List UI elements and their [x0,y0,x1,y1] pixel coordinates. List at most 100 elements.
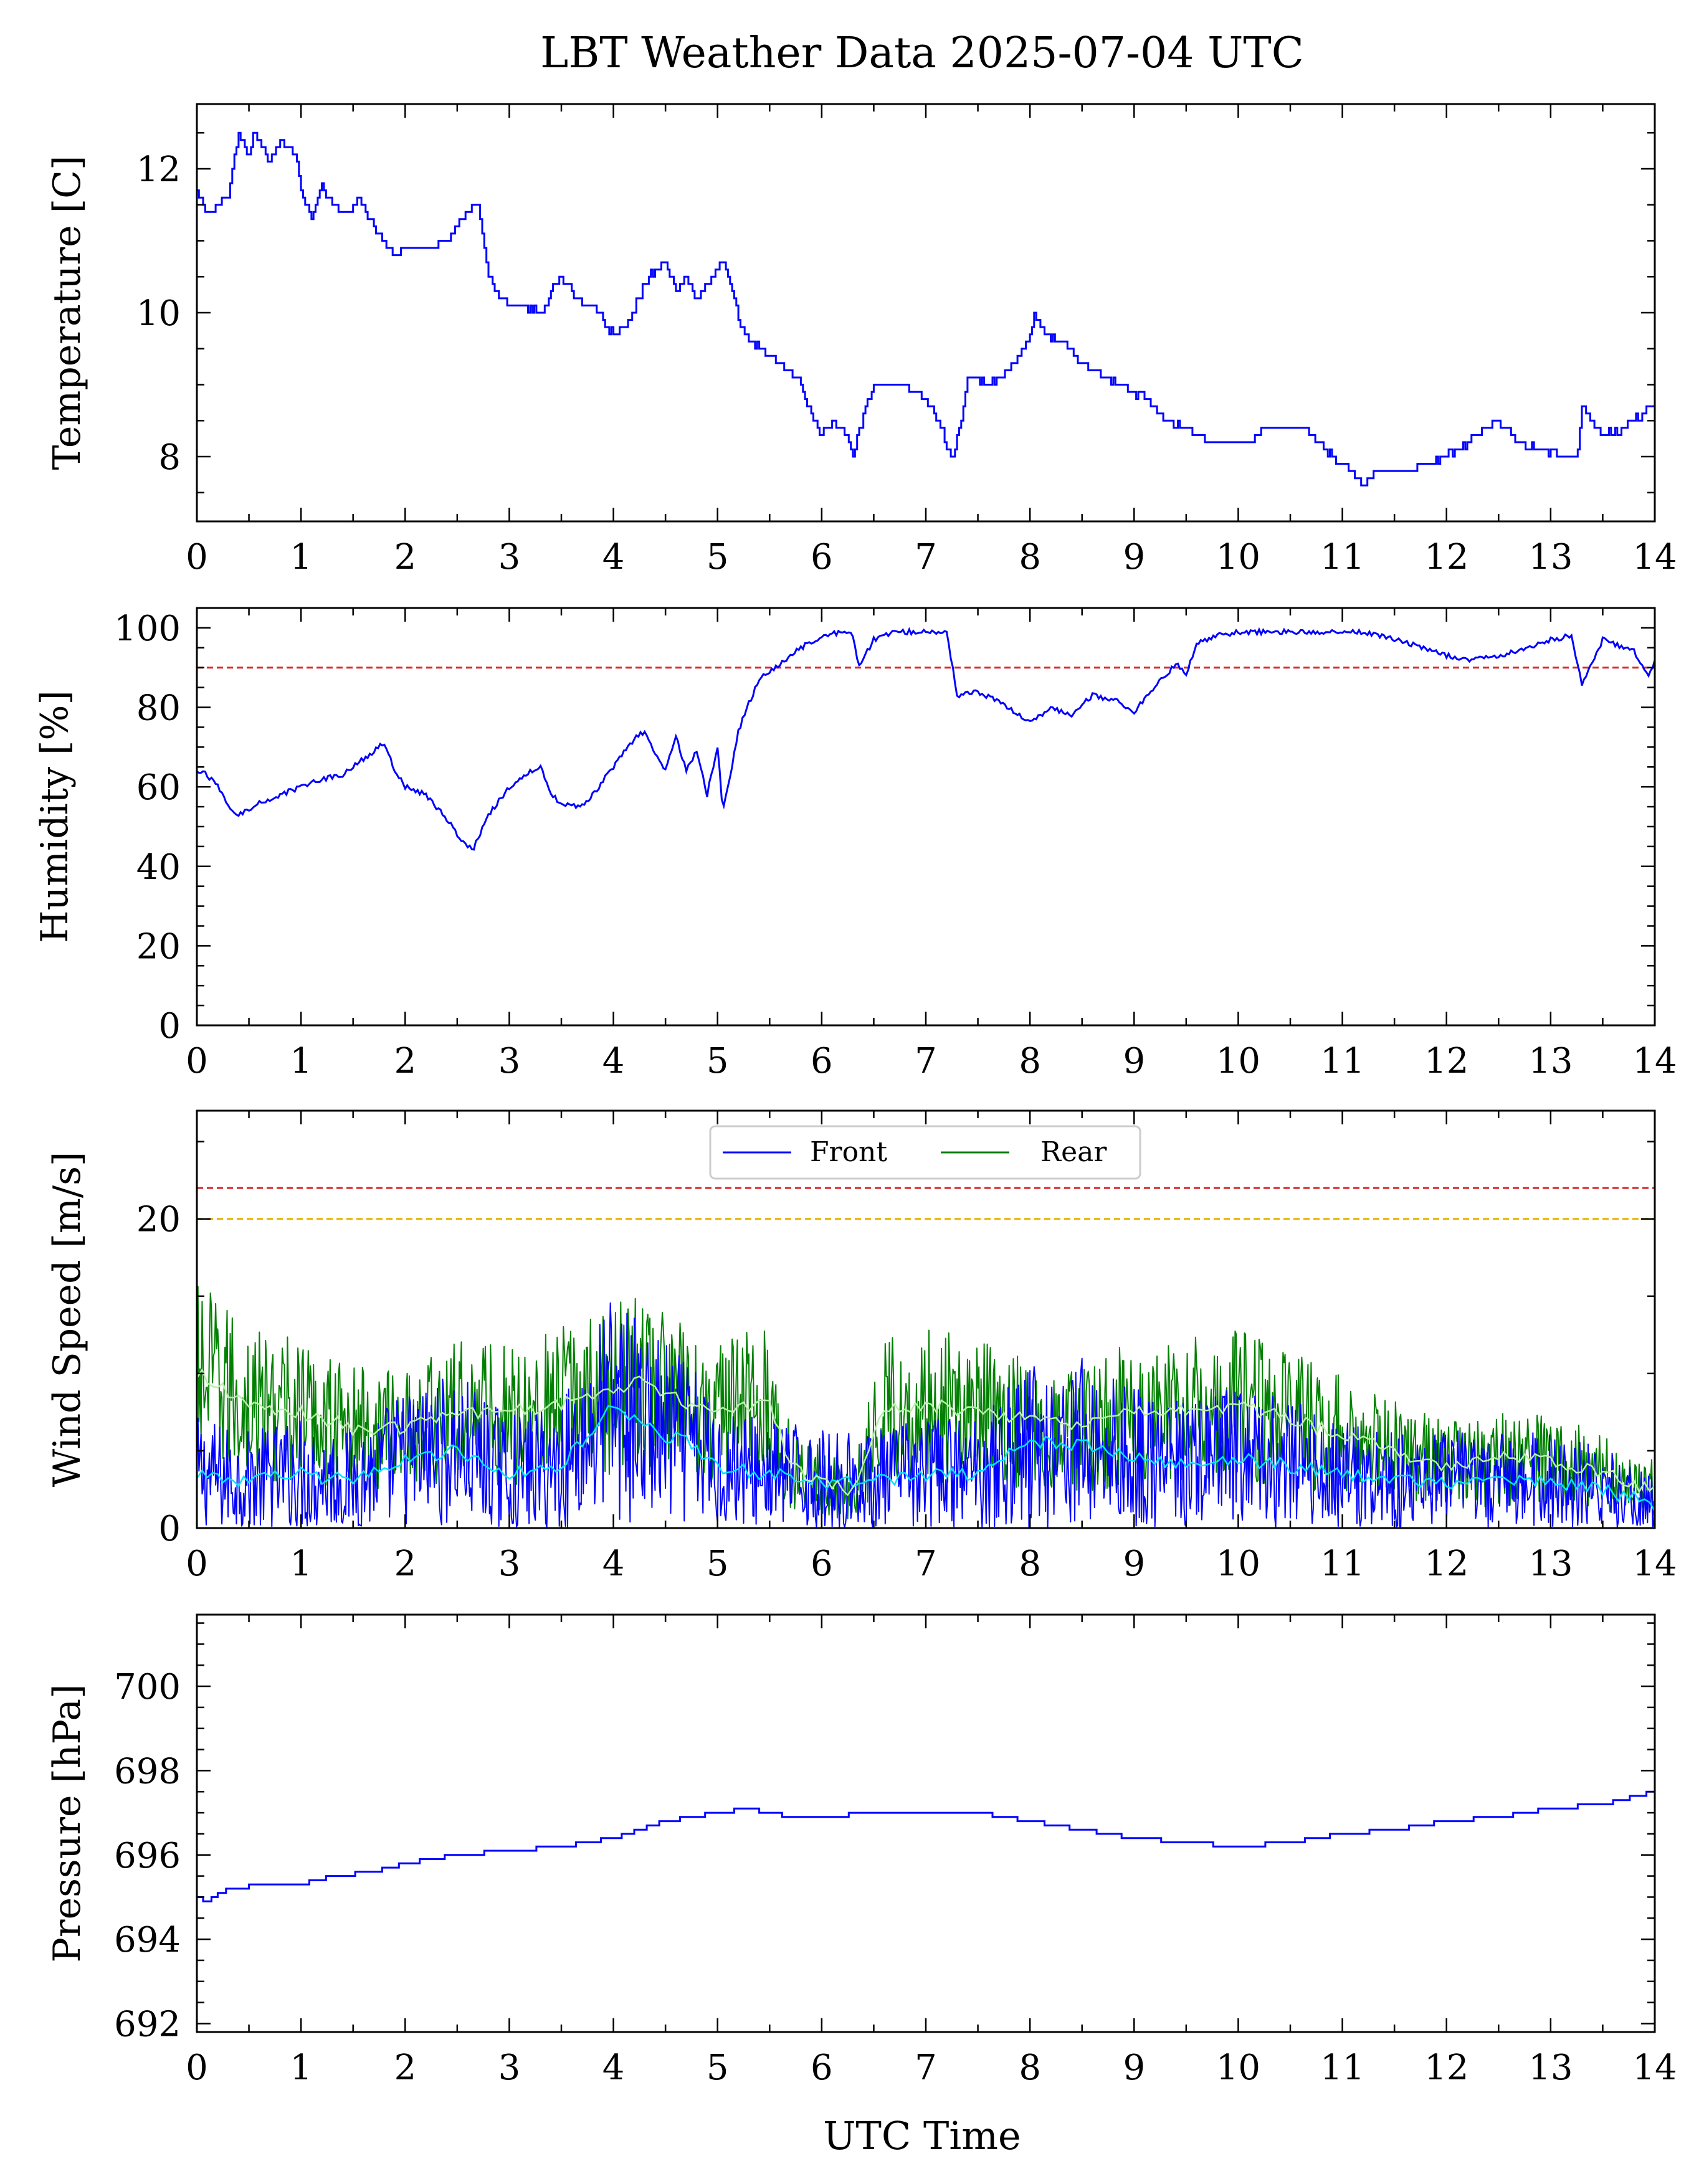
y-tick-label: 100 [114,609,181,649]
y-axis-title: Wind Speed [m/s] [45,1152,89,1488]
x-tick-label: 2 [394,1041,416,1081]
x-tick-label: 10 [1216,2048,1260,2088]
x-tick-label: 5 [707,2048,729,2088]
legend-label: Front [810,1136,887,1168]
x-tick-label: 12 [1424,537,1468,577]
y-axis-title: Pressure [hPa] [45,1684,89,1963]
x-axis-title: UTC Time [823,2113,1021,2158]
x-tick-label: 1 [290,1041,312,1081]
x-tick-label: 3 [498,1041,521,1081]
x-tick-label: 11 [1320,1041,1364,1081]
y-axis-title: Humidity [%] [33,690,77,943]
y-tick-label: 20 [136,926,181,967]
x-tick-label: 10 [1216,1544,1260,1584]
axes-frame [196,1613,1656,2033]
y-tick-label: 0 [158,1006,181,1047]
y-tick-label: 694 [114,1920,181,1960]
x-tick-label: 4 [602,1041,625,1081]
x-tick-label: 2 [394,1544,416,1584]
x-tick-label: 13 [1528,1041,1573,1081]
y-tick-label: 0 [158,1509,181,1549]
x-tick-label: 3 [498,2048,521,2088]
x-tick-label: 8 [1019,2048,1041,2088]
figure-title: LBT Weather Data 2025-07-04 UTC [540,29,1304,78]
x-tick-label: 3 [498,537,521,577]
panel-3: 0 1 2 3 4 5 6 7 8 9 10 11 12 13 14692694696698700Press… [45,1613,1677,2088]
wind-front-smooth-line [197,1405,1655,1512]
series-group [197,1286,1655,1528]
series-line [197,1790,1655,1902]
y-tick-label: 8 [158,437,181,478]
y-tick-label: 40 [136,847,181,888]
x-tick-label: 9 [1123,1544,1145,1584]
series-line [197,131,1655,487]
legend: Front Rear [709,1125,1141,1180]
x-tick-label: 0 [186,1544,208,1584]
wind-front-raw-line [197,1302,1655,1528]
panel-1: 0 1 2 3 4 5 6 7 8 9 10 11 12 13 14020406080100Humidity… [33,607,1677,1081]
x-tick-label: 11 [1320,2048,1364,2088]
series-group [197,627,1655,851]
x-tick-label: 2 [394,2048,416,2088]
x-tick-label: 2 [394,537,416,577]
x-tick-label: 6 [811,1544,833,1584]
x-tick-label: 5 [707,1041,729,1081]
legend-label: Rear [1040,1136,1107,1168]
legend-box [709,1125,1141,1180]
y-tick-label: 20 [136,1200,181,1240]
x-tick-label: 14 [1632,1544,1677,1584]
y-tick-label: 60 [136,767,181,808]
x-tick-label: 12 [1424,1544,1468,1584]
x-tick-label: 14 [1632,537,1677,577]
y-tick-label: 80 [136,688,181,729]
x-tick-label: 5 [707,537,729,577]
y-tick-label: 12 [136,150,181,190]
x-tick-label: 9 [1123,537,1145,577]
x-tick-label: 0 [186,537,208,577]
x-tick-label: 9 [1123,2048,1145,2088]
x-tick-label: 7 [915,537,937,577]
x-tick-label: 6 [811,2048,833,2088]
x-tick-label: 1 [290,537,312,577]
x-tick-label: 3 [498,1544,521,1584]
x-tick-label: 8 [1019,537,1041,577]
y-tick-label: 700 [114,1667,181,1707]
series-group [197,1790,1655,1902]
x-tick-label: 9 [1123,1041,1145,1081]
x-tick-label: 7 [915,2048,937,2088]
y-tick-label: 692 [114,2004,181,2044]
x-tick-label: 4 [602,1544,625,1584]
x-tick-label: 7 [915,1544,937,1584]
wind-rear-smooth-line [197,1368,1655,1496]
x-tick-label: 13 [1528,2048,1573,2088]
x-tick-label: 14 [1632,1041,1677,1081]
x-tick-label: 12 [1424,1041,1468,1081]
series-line [197,627,1655,851]
x-tick-label: 10 [1216,537,1260,577]
y-tick-label: 698 [114,1751,181,1792]
x-tick-label: 11 [1320,1544,1364,1584]
x-tick-label: 14 [1632,2048,1677,2088]
x-tick-label: 5 [707,1544,729,1584]
x-tick-label: 12 [1424,2048,1468,2088]
x-tick-label: 13 [1528,1544,1573,1584]
x-tick-label: 11 [1320,537,1364,577]
x-tick-label: 10 [1216,1041,1260,1081]
x-tick-label: 1 [290,1544,312,1584]
x-tick-label: 4 [602,537,625,577]
y-tick-label: 10 [136,293,181,334]
x-tick-label: 7 [915,1041,937,1081]
x-tick-label: 1 [290,2048,312,2088]
series-group [197,131,1655,487]
x-tick-label: 0 [186,2048,208,2088]
x-tick-label: 13 [1528,537,1573,577]
x-tick-label: 8 [1019,1544,1041,1584]
y-axis-title: Temperature [C] [45,156,89,470]
x-tick-label: 6 [811,1041,833,1081]
x-tick-label: 6 [811,537,833,577]
axes-frame [196,607,1656,1027]
